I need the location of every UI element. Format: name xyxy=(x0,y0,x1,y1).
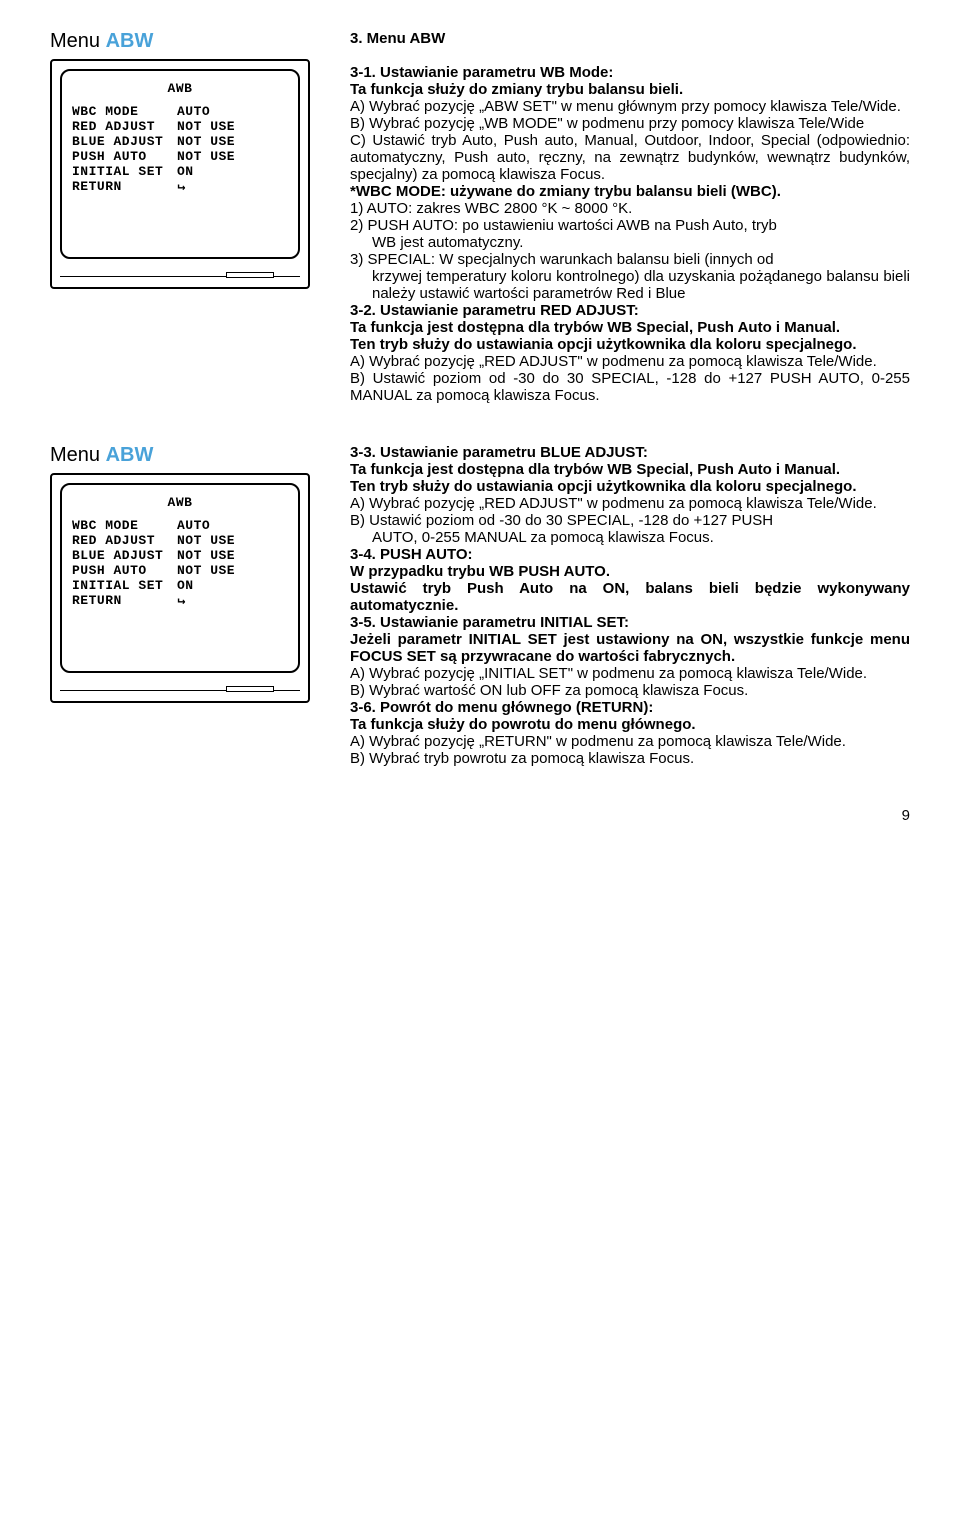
item-2a: 2) PUSH AUTO: po ustawieniu wartości AWB… xyxy=(350,217,910,234)
right-column-2: 3-3. Ustawianie parametru BLUE ADJUST: T… xyxy=(340,444,910,767)
item-1: 1) AUTO: zakres WBC 2800 °K ~ 8000 °K. xyxy=(350,200,910,217)
menu-label-prefix: Menu xyxy=(50,30,106,52)
desc-3-2b: Ten tryb służy do ustawiania opcji użytk… xyxy=(350,336,910,353)
crt-key: PUSH AUTO xyxy=(72,149,177,164)
crt-key: BLUE ADJUST xyxy=(72,548,177,563)
heading-3-1: 3-1. Ustawianie parametru WB Mode: xyxy=(350,64,910,81)
step-a: A) Wybrać pozycję „ABW SET" w menu główn… xyxy=(350,98,910,115)
blue-step-b2: AUTO, 0-255 MANUAL za pomocą klawisza Fo… xyxy=(350,529,910,546)
blue-step-a: A) Wybrać pozycję „RED ADJUST" w podmenu… xyxy=(350,495,910,512)
page-number: 9 xyxy=(50,807,910,824)
desc-3-6: Ta funkcja służy do powrotu do menu głów… xyxy=(350,716,910,733)
crt-vals-1: AUTO NOT USE NOT USE NOT USE ON xyxy=(177,104,235,194)
menu-label-suffix: ABW xyxy=(106,444,154,466)
heading-3-5: 3-5. Ustawianie parametru INITIAL SET: xyxy=(350,614,910,631)
crt-rows-2: WBC MODE RED ADJUST BLUE ADJUST PUSH AUT… xyxy=(72,518,288,608)
desc-3-4b: Ustawić tryb Push Auto na ON, balans bie… xyxy=(350,580,910,614)
crt-key: RETURN xyxy=(72,179,177,194)
crt-keys-1: WBC MODE RED ADJUST BLUE ADJUST PUSH AUT… xyxy=(72,104,177,194)
step-c: C) Ustawić tryb Auto, Push auto, Manual,… xyxy=(350,132,910,183)
heading-3-4: 3-4. PUSH AUTO: xyxy=(350,546,910,563)
crt-key: INITIAL SET xyxy=(72,578,177,593)
item-2b: WB jest automatyczny. xyxy=(350,234,910,251)
crt-val: AUTO xyxy=(177,518,235,533)
desc-3-4a: W przypadku trybu WB PUSH AUTO. xyxy=(350,563,910,580)
step-b: B) Wybrać pozycję „WB MODE" w podmenu pr… xyxy=(350,115,910,132)
crt-val: NOT USE xyxy=(177,548,235,563)
left-column-2: Menu ABW AWB WBC MODE RED ADJUST BLUE AD… xyxy=(50,444,340,703)
crt-title-2: AWB xyxy=(72,495,288,510)
desc-3-3a: Ta funkcja jest dostępna dla trybów WB S… xyxy=(350,461,910,478)
desc-3-5: Jeżeli parametr INITIAL SET jest ustawio… xyxy=(350,631,910,665)
menu-label-prefix: Menu xyxy=(50,444,106,466)
return-step-b: B) Wybrać tryb powrotu za pomocą klawisz… xyxy=(350,750,910,767)
section-1: Menu ABW AWB WBC MODE RED ADJUST BLUE AD… xyxy=(50,30,910,404)
heading-3-2: 3-2. Ustawianie parametru RED ADJUST: xyxy=(350,302,910,319)
crt-val: ON xyxy=(177,578,235,593)
menu-label-2: Menu ABW xyxy=(50,444,340,467)
crt-screen-2: AWB WBC MODE RED ADJUST BLUE ADJUST PUSH… xyxy=(60,483,300,673)
crt-title-1: AWB xyxy=(72,81,288,96)
crt-monitor-2: AWB WBC MODE RED ADJUST BLUE ADJUST PUSH… xyxy=(50,473,310,703)
crt-key: WBC MODE xyxy=(72,104,177,119)
desc-3-1: Ta funkcja służy do zmiany trybu balansu… xyxy=(350,81,910,98)
red-step-a: A) Wybrać pozycję „RED ADJUST" w podmenu… xyxy=(350,353,910,370)
crt-monitor-1: AWB WBC MODE RED ADJUST BLUE ADJUST PUSH… xyxy=(50,59,310,289)
crt-val: NOT USE xyxy=(177,563,235,578)
item-3b: krzywej temperatury koloru kontrolnego) … xyxy=(350,268,910,302)
crt-vals-2: AUTO NOT USE NOT USE NOT USE ON xyxy=(177,518,235,608)
heading-3-6: 3-6. Powrót do menu głównego (RETURN): xyxy=(350,699,910,716)
desc-3-2a: Ta funkcja jest dostępna dla trybów WB S… xyxy=(350,319,910,336)
init-step-a: A) Wybrać pozycję „INITIAL SET" w podmen… xyxy=(350,665,910,682)
crt-key: RED ADJUST xyxy=(72,533,177,548)
crt-key: BLUE ADJUST xyxy=(72,134,177,149)
red-step-b: B) Ustawić poziom od -30 do 30 SPECIAL, … xyxy=(350,370,910,404)
left-column-1: Menu ABW AWB WBC MODE RED ADJUST BLUE AD… xyxy=(50,30,340,289)
heading-3-3: 3-3. Ustawianie parametru BLUE ADJUST: xyxy=(350,444,910,461)
crt-rows-1: WBC MODE RED ADJUST BLUE ADJUST PUSH AUT… xyxy=(72,104,288,194)
crt-key: INITIAL SET xyxy=(72,164,177,179)
crt-val xyxy=(177,179,235,194)
menu-label-suffix: ABW xyxy=(106,30,154,52)
wbc-note: *WBC MODE: używane do zmiany trybu balan… xyxy=(350,183,910,200)
right-column-1: 3. Menu ABW 3-1. Ustawianie parametru WB… xyxy=(340,30,910,404)
crt-val xyxy=(177,593,235,608)
crt-key: RETURN xyxy=(72,593,177,608)
crt-key: RED ADJUST xyxy=(72,119,177,134)
crt-val: NOT USE xyxy=(177,149,235,164)
return-step-a: A) Wybrać pozycję „RETURN" w podmenu za … xyxy=(350,733,910,750)
crt-val: NOT USE xyxy=(177,533,235,548)
crt-screen-1: AWB WBC MODE RED ADJUST BLUE ADJUST PUSH… xyxy=(60,69,300,259)
item-3a: 3) SPECIAL: W specjalnych warunkach bala… xyxy=(350,251,910,268)
crt-keys-2: WBC MODE RED ADJUST BLUE ADJUST PUSH AUT… xyxy=(72,518,177,608)
crt-val: NOT USE xyxy=(177,119,235,134)
crt-key: WBC MODE xyxy=(72,518,177,533)
crt-base-2 xyxy=(60,690,300,697)
crt-base-1 xyxy=(60,276,300,283)
heading-3: 3. Menu ABW xyxy=(350,30,910,47)
crt-val: NOT USE xyxy=(177,134,235,149)
crt-val: ON xyxy=(177,164,235,179)
menu-label-1: Menu ABW xyxy=(50,30,340,53)
section-2: Menu ABW AWB WBC MODE RED ADJUST BLUE AD… xyxy=(50,444,910,767)
blue-step-b1: B) Ustawić poziom od -30 do 30 SPECIAL, … xyxy=(350,512,910,529)
crt-key: PUSH AUTO xyxy=(72,563,177,578)
desc-3-3b: Ten tryb służy do ustawiania opcji użytk… xyxy=(350,478,910,495)
init-step-b: B) Wybrać wartość ON lub OFF za pomocą k… xyxy=(350,682,910,699)
crt-val: AUTO xyxy=(177,104,235,119)
